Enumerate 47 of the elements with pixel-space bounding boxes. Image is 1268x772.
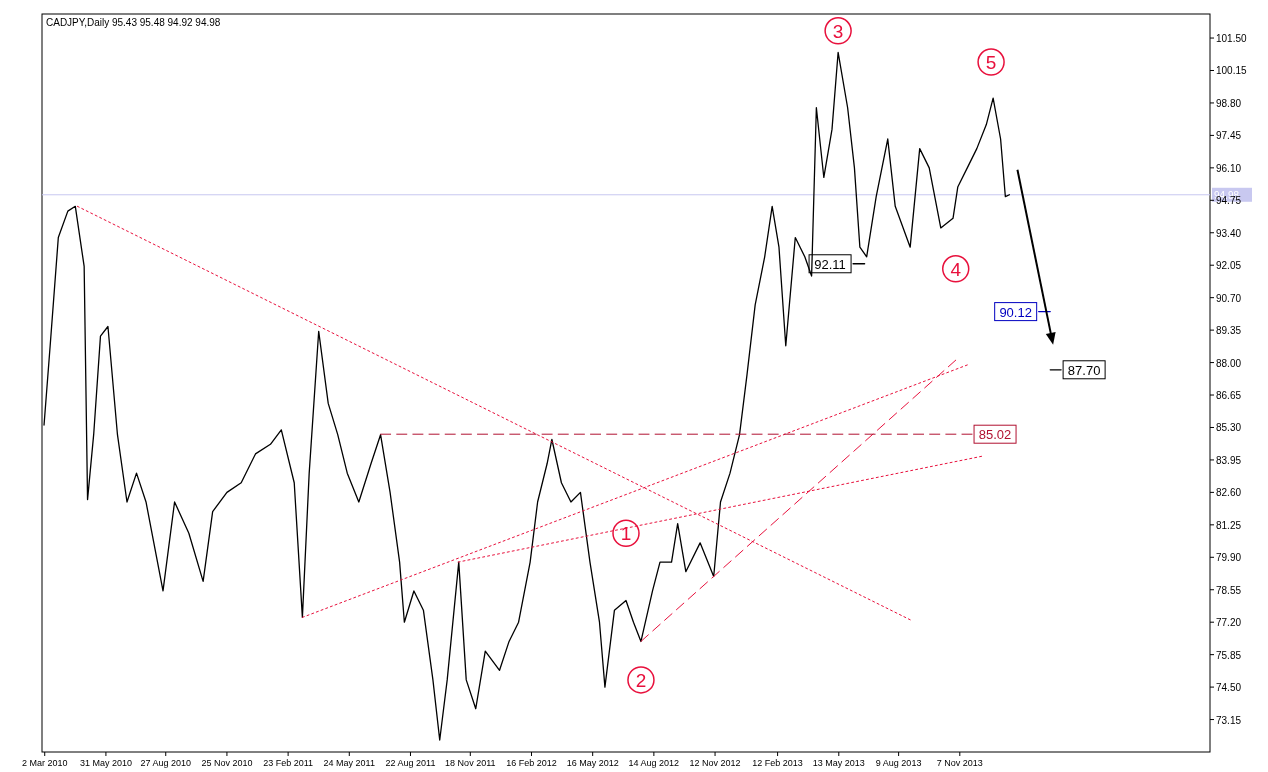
annotation: 92.11 xyxy=(814,256,846,272)
y-tick-label: 93.40 xyxy=(1216,227,1242,239)
x-tick-label: 24 May 2011 xyxy=(323,758,375,768)
annotation: 85.02 xyxy=(978,427,1012,443)
y-tick-label: 79.90 xyxy=(1216,552,1242,564)
y-tick-label: 74.50 xyxy=(1216,682,1242,694)
x-tick-label: 2 Mar 2010 xyxy=(21,758,68,768)
y-tick-label: 89.35 xyxy=(1216,325,1242,337)
x-tick-label: 13 May 2013 xyxy=(812,758,865,768)
y-tick-label: 77.20 xyxy=(1216,617,1242,629)
y-tick-label: 92.05 xyxy=(1216,260,1242,272)
annotation: 90.12 xyxy=(999,304,1032,320)
y-tick-label: 75.85 xyxy=(1216,649,1242,661)
x-tick-label: 18 Nov 2011 xyxy=(445,758,496,768)
x-tick-label: 25 Nov 2010 xyxy=(201,758,253,768)
y-tick-label: 85.30 xyxy=(1216,422,1242,434)
y-tick-label: 101.50 xyxy=(1216,33,1248,45)
y-tick-label: 90.70 xyxy=(1216,292,1242,304)
x-tick-label: 23 Feb 2011 xyxy=(263,758,314,768)
x-tick-label: 27 Aug 2010 xyxy=(140,758,192,768)
y-tick-label: 73.15 xyxy=(1216,714,1242,726)
x-tick-label: 16 May 2012 xyxy=(566,758,619,768)
y-tick-label: 78.55 xyxy=(1216,584,1242,596)
y-tick-label: 81.25 xyxy=(1216,519,1242,531)
annotation: 5 xyxy=(985,52,997,74)
y-tick-label: 98.80 xyxy=(1216,97,1242,109)
y-tick-label: 86.65 xyxy=(1216,390,1242,402)
annotation: 3 xyxy=(832,20,844,42)
annotation: 4 xyxy=(950,258,962,280)
x-tick-label: 7 Nov 2013 xyxy=(936,758,983,768)
x-tick-label: 12 Nov 2012 xyxy=(689,758,741,768)
x-tick-label: 12 Feb 2013 xyxy=(752,758,803,768)
annotation: 87.70 xyxy=(1067,362,1101,378)
x-tick-label: 31 May 2010 xyxy=(79,758,132,768)
chart-title: CADJPY,Daily 95.43 95.48 94.92 94.98 xyxy=(46,17,221,28)
y-tick-label: 88.00 xyxy=(1216,357,1242,369)
annotation: 2 xyxy=(635,669,647,691)
x-tick-label: 16 Feb 2012 xyxy=(506,758,557,768)
x-tick-label: 22 Aug 2011 xyxy=(385,758,436,768)
y-tick-label: 96.10 xyxy=(1216,162,1242,174)
annotation: 1 xyxy=(620,523,632,545)
y-tick-label: 82.60 xyxy=(1216,487,1242,499)
y-tick-label: 83.95 xyxy=(1216,454,1242,466)
y-tick-label: 97.45 xyxy=(1216,130,1242,142)
y-tick-label: 100.15 xyxy=(1216,65,1248,77)
x-tick-label: 14 Aug 2012 xyxy=(628,758,680,768)
x-tick-label: 9 Aug 2013 xyxy=(875,758,922,768)
